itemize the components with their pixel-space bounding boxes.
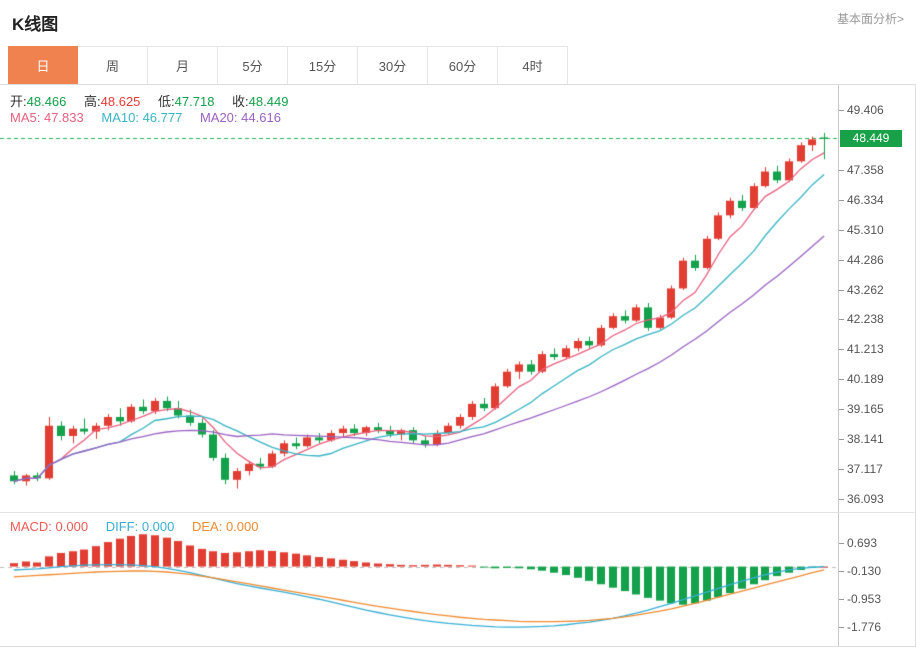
tab-day[interactable]: 日 [8, 46, 78, 84]
macd-label: MACD: [10, 519, 52, 534]
open-label: 开: [10, 94, 27, 109]
close-label: 收: [232, 94, 249, 109]
current-price-badge: 48.449 [840, 129, 902, 147]
macd-axis-label: 0.693 [838, 536, 878, 550]
macd-readout: MACD: 0.000 DIFF: 0.000 DEA: 0.000 [10, 519, 273, 534]
open-value: 48.466 [26, 94, 67, 109]
tab-60min[interactable]: 60分 [428, 46, 498, 84]
macd-axis: 0.693 -0.130 -0.953 -1.776 [838, 513, 915, 646]
page-header: K线图 基本面分析> [0, 0, 916, 46]
macd-axis-label: -1.776 [838, 620, 882, 634]
tab-week[interactable]: 周 [78, 46, 148, 84]
price-axis-label: 40.189 [839, 372, 884, 387]
price-axis-label: 45.310 [839, 222, 884, 237]
ohlc-readout: 开:48.466 高:48.625 低:47.718 收:48.449 [10, 91, 302, 110]
ma20-label: MA20: [199, 110, 238, 125]
price-axis-label: 38.141 [839, 432, 884, 447]
panel-divider [0, 512, 916, 513]
ma5-label: MA5: [10, 110, 41, 125]
tab-4hour[interactable]: 4时 [498, 46, 568, 84]
ma5-value: 47.833 [43, 110, 84, 125]
price-axis-label: 49.406 [839, 103, 884, 117]
dea-label: DEA: [191, 519, 223, 534]
macd-canvas[interactable] [0, 513, 838, 647]
price-axis-label: 47.358 [839, 162, 884, 177]
ma10-label: MA10: [101, 110, 139, 125]
tab-5min[interactable]: 5分 [218, 46, 288, 84]
page-title: K线图 [12, 15, 59, 34]
ma-readout: MA5: 47.833 MA10: 46.777 MA20: 44.616 [10, 110, 295, 125]
ma20-value: 44.616 [241, 110, 281, 125]
ma10-value: 46.777 [142, 110, 183, 125]
fundamental-analysis-link[interactable]: 基本面分析> [836, 12, 904, 26]
diff-label: DIFF: [105, 519, 139, 534]
tab-30min[interactable]: 30分 [358, 46, 428, 84]
chart-container: 开:48.466 高:48.625 低:47.718 收:48.449 MA5:… [0, 85, 916, 647]
price-axis-label: 43.262 [839, 282, 884, 297]
price-axis-label: 39.165 [839, 402, 884, 417]
price-axis: 49.406 47.358 46.334 45.310 44.286 43.262 42.2… [838, 85, 915, 512]
price-axis-label: 41.213 [839, 342, 884, 357]
price-axis-label: 36.093 [839, 492, 884, 506]
price-axis-label: 37.117 [839, 462, 883, 477]
macd-axis-label: -0.130 [838, 564, 882, 578]
macd-value: 0.000 [55, 519, 89, 534]
timeframe-tabs: 日 周 月 5分 15分 30分 60分 4时 [0, 46, 916, 85]
high-label: 高: [84, 94, 101, 109]
dea-value: 0.000 [225, 519, 259, 534]
low-label: 低: [158, 94, 175, 109]
macd-axis-label: -0.953 [838, 592, 882, 606]
high-value: 48.625 [100, 94, 141, 109]
close-value: 48.449 [248, 94, 289, 109]
main-chart-canvas[interactable] [0, 85, 838, 512]
price-axis-label: 44.286 [839, 252, 884, 267]
price-axis-label: 46.334 [839, 192, 884, 207]
tab-15min[interactable]: 15分 [288, 46, 358, 84]
tab-month[interactable]: 月 [148, 46, 218, 84]
low-value: 47.718 [174, 94, 215, 109]
price-axis-label: 42.238 [839, 312, 884, 327]
diff-value: 0.000 [141, 519, 175, 534]
